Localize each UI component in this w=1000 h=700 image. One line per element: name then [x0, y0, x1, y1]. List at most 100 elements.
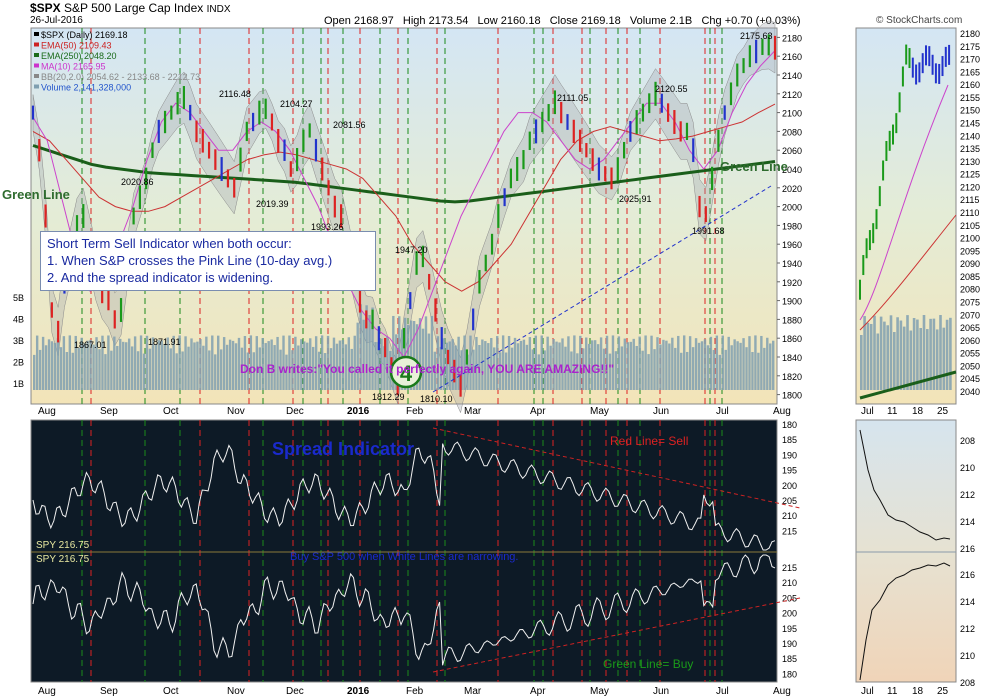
volume-bar — [534, 335, 537, 390]
volume-bar — [703, 339, 707, 390]
volume-bar — [169, 348, 172, 390]
zoom-volume-bar — [926, 329, 929, 390]
spread-tick-label: 210 — [782, 578, 797, 588]
month-label: Mar — [464, 686, 482, 697]
volume-bar — [409, 320, 413, 390]
volume-bar — [181, 351, 184, 390]
spread-tick-label: 180 — [782, 669, 797, 679]
chart-title: $SPX S&P 500 Large Cap Index INDX — [30, 1, 231, 15]
volume-bar — [733, 339, 736, 390]
volume-bar — [288, 335, 291, 390]
volume-bar — [190, 338, 193, 390]
price-label: 2120.55 — [655, 84, 688, 94]
volume-bar — [629, 341, 632, 390]
volume-bar — [338, 340, 342, 390]
volume-value: 2.1B — [669, 15, 693, 27]
volume-bar — [193, 342, 196, 390]
close-value: 2169.18 — [580, 15, 621, 27]
ticker: $SPX — [30, 1, 61, 15]
zoom-ema50-line — [859, 214, 957, 331]
volume-bar — [50, 341, 54, 390]
zoom-price-tick-label: 2050 — [960, 361, 980, 371]
volume-bar — [311, 346, 315, 390]
volume-bar — [552, 339, 555, 390]
zoom-volume-bar — [906, 315, 909, 390]
volume-bar — [691, 347, 695, 390]
zoom-spread-tick-label: 210 — [960, 651, 975, 661]
volume-bar — [769, 343, 772, 390]
month-label: Aug — [38, 686, 56, 697]
volume-bar — [718, 354, 722, 390]
volume-bar — [602, 348, 606, 390]
volume-bar — [136, 351, 140, 390]
price-tick-label: 1860 — [782, 334, 802, 344]
zoom-volume-bar — [863, 316, 866, 390]
zoom-volume-bar — [883, 321, 886, 390]
price-label: 2116.48 — [219, 89, 251, 99]
volume-bar — [436, 336, 440, 390]
volume-bar — [706, 345, 710, 390]
exchange: INDX — [206, 4, 231, 15]
zoom-volume-bar — [939, 315, 942, 390]
chart-date: 26-Jul-2016 — [30, 15, 83, 26]
volume-tick-label: 4B — [13, 315, 24, 325]
volume-bar — [317, 351, 321, 390]
price-label: 2111.05 — [557, 93, 588, 103]
zoom-month-label: 18 — [912, 686, 924, 697]
zoom-price-tick-label: 2065 — [960, 323, 980, 333]
volume-bar — [214, 354, 217, 390]
zoom-month-label: 25 — [937, 686, 949, 697]
volume-bar — [531, 349, 535, 390]
volume-bar — [484, 341, 487, 390]
zoom-month-label: 25 — [937, 406, 949, 417]
low-value: 2160.18 — [500, 15, 541, 27]
volume-bar — [457, 336, 460, 390]
volume-bar — [501, 335, 505, 390]
volume-bar — [273, 345, 276, 390]
month-label: 2016 — [347, 686, 370, 697]
volume-bar — [754, 335, 757, 390]
volume-bar — [593, 340, 597, 390]
spy-legend-1: SPY 216.75 — [36, 540, 90, 551]
zoom-price-tick-label: 2165 — [960, 67, 980, 77]
month-label: Mar — [464, 406, 482, 417]
price-label: 2081.56 — [333, 120, 366, 130]
volume-bar — [748, 336, 751, 390]
volume-bar — [219, 349, 223, 390]
volume-bar — [237, 337, 241, 390]
spread-tick-label: 200 — [782, 481, 797, 491]
volume-bar — [496, 336, 499, 390]
volume-bar — [148, 348, 152, 390]
volume-bar — [228, 339, 232, 390]
spy-legend-2: SPY 216.75 — [36, 554, 90, 565]
month-label: Dec — [286, 406, 304, 417]
zoom-spread-tick-label: 212 — [960, 490, 975, 500]
volume-bar — [727, 336, 730, 390]
month-label: Feb — [406, 406, 424, 417]
volume-bar — [632, 338, 635, 390]
volume-bar — [356, 322, 359, 390]
volume-bar — [267, 341, 270, 390]
zoom-volume-bar — [929, 318, 932, 390]
zoom-volume-bar — [876, 333, 880, 390]
volume-bar — [579, 335, 582, 390]
volume-bar — [588, 343, 591, 390]
spread-tick-label: 190 — [782, 639, 797, 649]
volume-bar — [585, 337, 588, 390]
price-tick-label: 2000 — [782, 203, 802, 213]
volume-bar — [493, 347, 496, 390]
zoom-price-tick-label: 2055 — [960, 349, 980, 359]
price-tick-label: 2040 — [782, 165, 802, 175]
volume-bar — [540, 335, 543, 390]
index-name: S&P 500 Large Cap Index — [64, 1, 204, 15]
green-line-label-left: Green Line — [2, 187, 70, 202]
zoom-price-tick-label: 2160 — [960, 80, 980, 90]
price-tick-label: 1840 — [782, 353, 802, 363]
zoom-volume-bar — [932, 318, 936, 390]
volume-bar — [418, 318, 422, 390]
volume-bar — [433, 351, 437, 390]
volume-tick-label: 5B — [13, 293, 24, 303]
spread-tick-label: 190 — [782, 450, 797, 460]
month-label: Aug — [38, 406, 56, 417]
